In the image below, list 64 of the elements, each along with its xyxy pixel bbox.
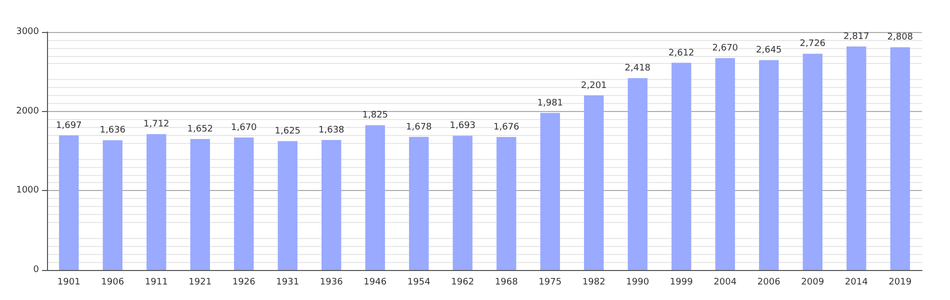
data-label: 2,808 [887,32,914,43]
bar [234,138,254,270]
data-label: 1,825 [362,110,388,121]
data-label: 1,676 [493,122,520,133]
x-tick-label: 1946 [364,278,387,288]
bar [102,140,122,270]
bar [540,112,560,270]
bar [452,136,472,270]
bar [890,47,910,270]
x-tick-label: 2009 [801,278,824,288]
x-tick-label: 1911 [144,278,168,288]
data-label: 2,418 [624,64,651,74]
data-label: 2,817 [843,32,870,42]
x-tick-label: 2006 [757,278,781,288]
y-tick-label: 2000 [16,106,40,116]
y-tick-label: 0 [33,265,40,275]
x-tick-label: 2014 [844,278,868,288]
bar [365,125,385,270]
bar [584,95,604,270]
x-tick-label: 1906 [101,278,124,288]
y-tick-label: 1000 [16,186,40,196]
data-label: 1,712 [143,120,170,130]
bar [496,137,516,270]
data-label: 2,612 [668,48,694,58]
bar [628,78,648,270]
x-tick-label: 1999 [670,278,694,288]
x-tick-label: 1931 [276,278,300,288]
data-label: 2,670 [712,44,738,54]
data-label: 2,201 [580,80,607,91]
x-tick-label: 1936 [320,278,344,288]
data-label: 1,652 [187,124,214,134]
data-label: 1,636 [100,126,126,136]
data-label: 2,645 [756,46,782,56]
x-tick-label: 1975 [538,278,562,288]
x-tick-label: 1954 [407,278,431,288]
bar [146,134,166,270]
data-label: 1,638 [318,126,345,136]
x-tick-label: 1982 [582,278,606,288]
bar [59,135,79,270]
x-tick-label: 1968 [494,278,518,288]
x-tick-label: 1921 [188,278,212,288]
data-label: 1,625 [274,126,301,137]
data-label: 1,981 [537,98,564,108]
bar [190,138,210,270]
data-label: 1,697 [56,120,82,131]
x-tick-label: 1901 [57,278,80,288]
data-label: 1,693 [450,121,476,132]
bar [278,141,298,270]
x-tick-label: 1990 [626,278,650,288]
y-tick-label: 3000 [16,27,40,37]
bar [715,58,735,270]
x-tick-label: 1962 [451,278,474,288]
bar [802,54,822,270]
x-tick-label: 2019 [888,278,912,288]
x-tick-label: 1926 [232,278,256,288]
bar [409,136,429,270]
bar [322,140,342,270]
bar [846,46,866,270]
data-label: 1,670 [230,123,258,134]
x-tick-label: 2004 [714,278,737,288]
data-label: 1,678 [406,122,432,132]
bar [759,60,779,270]
data-label: 2,726 [800,39,826,50]
bar [672,62,692,270]
